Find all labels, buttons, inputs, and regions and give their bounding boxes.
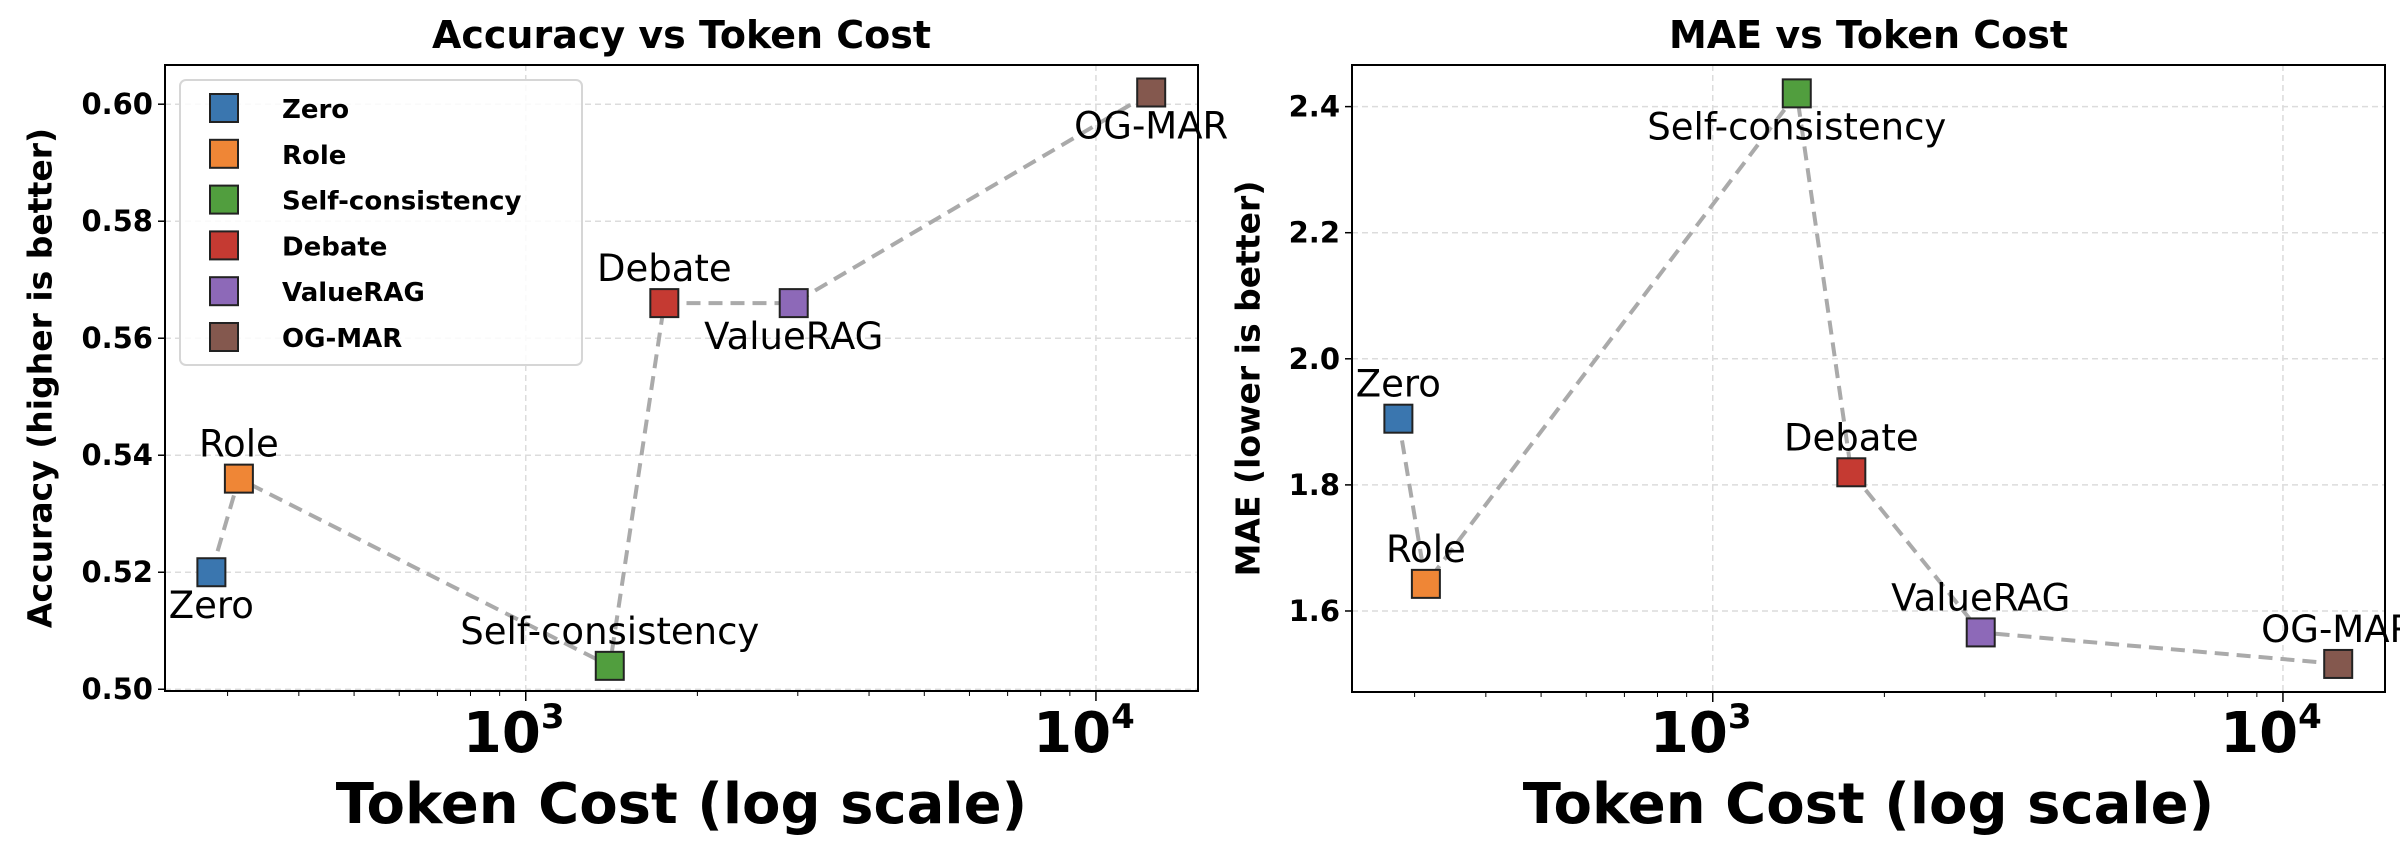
y-tick-label: 1.8 — [1289, 468, 1340, 502]
x-tick-exponent: 3 — [541, 697, 565, 737]
data-point-marker — [1410, 568, 1441, 599]
data-point-label: OG-MAR — [2261, 608, 2400, 651]
x-tick-base: 10 — [2220, 701, 2298, 766]
data-point-label: Self-consistency — [460, 610, 759, 653]
data-point-marker — [196, 557, 227, 588]
data-point-marker — [649, 288, 680, 319]
legend-marker — [209, 184, 239, 215]
data-point-label: Debate — [597, 247, 732, 290]
x-tick-base: 10 — [1033, 701, 1111, 766]
x-tick-label: 103 — [1650, 697, 1752, 766]
legend-label: Role — [282, 141, 346, 171]
x-tick-label: 104 — [2220, 697, 2322, 766]
data-point-marker — [2323, 648, 2354, 679]
legend-marker — [209, 93, 239, 123]
x-tick-label: 103 — [463, 697, 565, 766]
y-tick-label: 0.50 — [81, 672, 153, 706]
data-point-marker — [1383, 403, 1414, 434]
legend-marker — [209, 276, 239, 307]
x-tick-exponent: 4 — [1111, 697, 1135, 737]
data-point-marker — [1781, 78, 1812, 109]
y-axis-label: MAE (lower is better) — [1229, 181, 1268, 577]
y-tick-label: 0.58 — [81, 204, 153, 238]
data-point-label: OG-MAR — [1074, 104, 1228, 147]
connecting-line — [209, 90, 1153, 669]
x-tick-label: 104 — [1033, 697, 1135, 766]
data-point-label: Debate — [1784, 416, 1919, 459]
data-point-marker — [594, 650, 625, 681]
y-tick-label: 0.56 — [81, 321, 153, 355]
legend-label: Self-consistency — [282, 187, 522, 217]
data-point-marker — [778, 288, 809, 319]
legend-label: Zero — [282, 95, 349, 125]
y-tick-label: 0.54 — [81, 438, 153, 472]
y-tick-label: 0.52 — [81, 555, 153, 589]
legend-label: OG-MAR — [282, 324, 402, 354]
data-point-label: ValueRAG — [704, 315, 883, 358]
y-tick-label: 2.0 — [1289, 342, 1340, 376]
x-tick-exponent: 3 — [1728, 697, 1752, 737]
y-tick-label: 2.2 — [1289, 216, 1340, 250]
x-axis-label: Token Cost (log scale) — [1523, 772, 2214, 837]
legend-label: ValueRAG — [282, 278, 425, 308]
axes-frame — [1351, 64, 2386, 693]
data-point-label: Zero — [169, 584, 254, 627]
axes-frame — [164, 64, 1199, 692]
y-tick-label: 0.60 — [81, 87, 153, 121]
data-point-marker — [1836, 457, 1867, 488]
chart-title: Accuracy vs Token Cost — [432, 13, 931, 57]
data-point-marker — [1136, 77, 1167, 108]
x-tick-base: 10 — [1650, 701, 1728, 766]
data-point-label: Role — [1386, 528, 1466, 571]
legend-marker — [209, 230, 239, 261]
connecting-line — [1396, 88, 2339, 666]
data-point-marker — [223, 463, 254, 494]
data-point-label: Self-consistency — [1647, 105, 1946, 148]
legend-marker — [209, 138, 239, 169]
y-tick-label: 1.6 — [1289, 594, 1340, 628]
y-tick-label: 2.4 — [1289, 90, 1340, 124]
y-axis-label: Accuracy (higher is better) — [21, 128, 60, 628]
legend-box — [179, 79, 583, 366]
data-point-label: Role — [199, 423, 279, 466]
data-point-label: Zero — [1356, 363, 1441, 406]
chart-title: MAE vs Token Cost — [1669, 13, 2068, 57]
data-point-label: ValueRAG — [1891, 576, 2070, 619]
x-axis-label: Token Cost (log scale) — [336, 772, 1027, 837]
x-tick-base: 10 — [463, 701, 541, 766]
legend: Zero Role Self-consistency Debate ValueRAG OG… — [179, 79, 583, 366]
legend-label: Debate — [282, 232, 387, 262]
legend-marker — [209, 322, 239, 352]
data-point-marker — [1965, 617, 1996, 648]
x-tick-exponent: 4 — [2298, 697, 2322, 737]
